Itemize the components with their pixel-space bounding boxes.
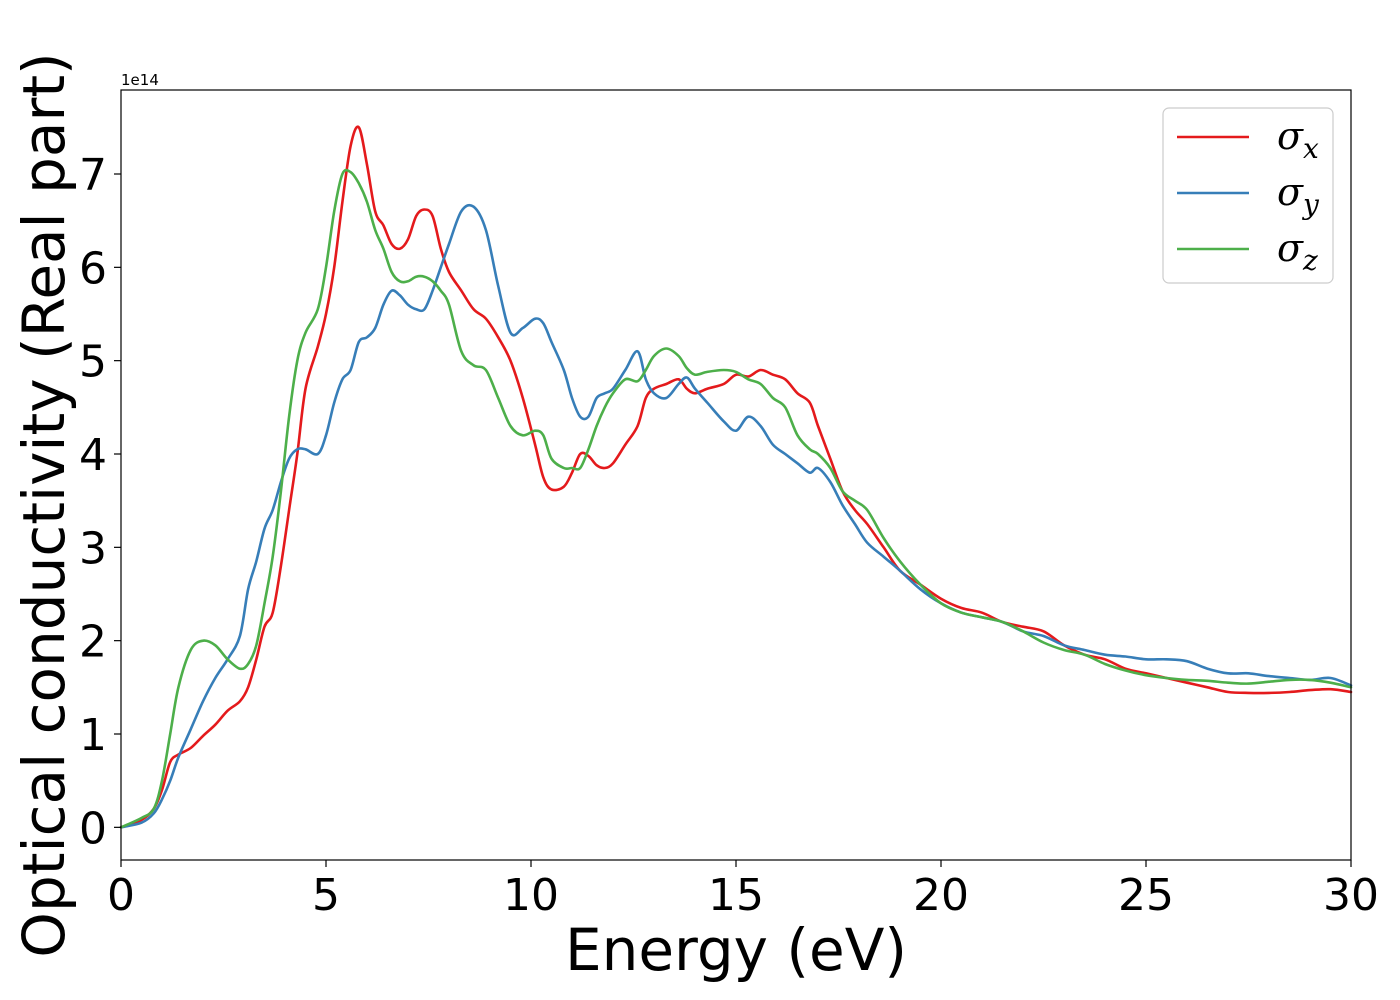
x-tick-label: 25 [1118,870,1174,921]
legend-box [1162,107,1334,284]
legend-entry-y[interactable]: σy [1177,170,1320,221]
y-axis-offset-text: 1e14 [121,71,159,89]
y-axis-ticks: 0 1 2 3 4 5 6 7 [79,150,121,854]
y-tick-label: 0 [79,803,107,854]
x-tick-label: 30 [1323,870,1379,921]
series-line-x [119,125,1353,829]
y-tick-label: 7 [79,150,107,201]
legend-entry-z[interactable]: σz [1177,226,1318,277]
x-tick-label: 20 [913,870,969,921]
x-axis-ticks: 0 5 10 15 20 25 30 [107,860,1379,921]
legend-label: σx [1277,114,1319,165]
legend-label: σz [1277,226,1318,277]
x-tick-label: 5 [312,870,340,921]
y-tick-label: 5 [79,337,107,388]
y-tick-label: 2 [79,617,107,668]
y-tick-label: 3 [79,523,107,574]
series-line-z [119,168,1353,829]
y-tick-label: 4 [79,430,107,481]
x-tick-label: 0 [107,870,135,921]
legend-entry-x[interactable]: σx [1177,114,1319,165]
x-tick-label: 10 [503,870,559,921]
series-layer [119,125,1353,829]
legend-label: σy [1277,170,1320,221]
x-tick-label: 15 [708,870,764,921]
y-tick-label: 1 [79,710,107,761]
y-axis-label: Optical conductivity (Real part) [10,52,78,957]
x-axis-label: Energy (eV) [565,916,907,984]
y-tick-label: 6 [79,243,107,294]
